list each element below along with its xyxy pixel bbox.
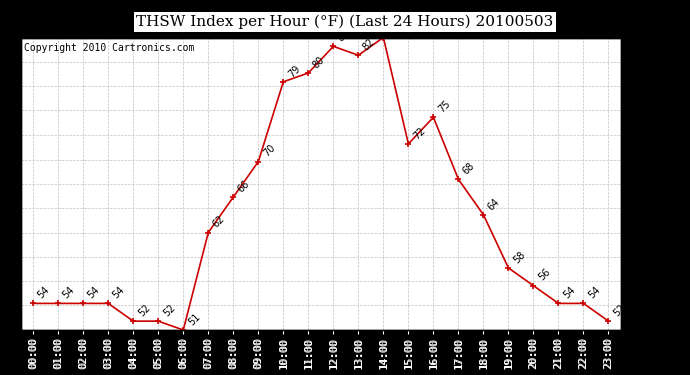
Text: 17:00: 17:00 (453, 338, 464, 369)
Text: 23:00: 23:00 (604, 338, 613, 369)
Text: 80: 80 (311, 54, 327, 70)
Text: 52: 52 (161, 303, 177, 318)
Text: 06:00: 06:00 (178, 338, 188, 369)
Text: 15:00: 15:00 (404, 338, 413, 369)
Text: 09:00: 09:00 (253, 338, 264, 369)
Text: 79: 79 (286, 63, 302, 79)
Text: 18:00: 18:00 (478, 338, 489, 369)
Text: 54: 54 (86, 285, 102, 301)
Text: 21:00: 21:00 (553, 338, 564, 369)
Text: 64: 64 (486, 196, 502, 212)
Text: 12:00: 12:00 (328, 338, 338, 369)
Text: 66: 66 (236, 178, 252, 194)
Text: THSW Index per Hour (°F) (Last 24 Hours) 20100503: THSW Index per Hour (°F) (Last 24 Hours)… (137, 15, 553, 29)
Text: 68: 68 (461, 161, 477, 177)
Text: 10:00: 10:00 (278, 338, 288, 369)
Text: 05:00: 05:00 (153, 338, 164, 369)
Text: 54: 54 (61, 285, 77, 301)
Text: 82: 82 (361, 37, 377, 52)
Text: 54: 54 (561, 285, 577, 301)
Text: 83: 83 (336, 28, 352, 44)
Text: 51: 51 (186, 311, 202, 327)
Text: 84: 84 (386, 19, 402, 35)
Text: 72: 72 (411, 125, 427, 141)
Text: 52: 52 (611, 303, 627, 318)
Text: 03:00: 03:00 (104, 338, 113, 369)
Text: 07:00: 07:00 (204, 338, 213, 369)
Text: 13:00: 13:00 (353, 338, 364, 369)
Text: 11:00: 11:00 (304, 338, 313, 369)
Text: Copyright 2010 Cartronics.com: Copyright 2010 Cartronics.com (23, 44, 194, 53)
Text: 00:00: 00:00 (28, 338, 38, 369)
Text: 20:00: 20:00 (529, 338, 538, 369)
Text: 62: 62 (211, 214, 227, 230)
Text: 58: 58 (511, 249, 527, 265)
Text: 54: 54 (36, 285, 52, 301)
Text: 52: 52 (136, 303, 152, 318)
Text: 16:00: 16:00 (428, 338, 438, 369)
Text: 19:00: 19:00 (504, 338, 513, 369)
Text: 01:00: 01:00 (53, 338, 63, 369)
Text: 75: 75 (436, 99, 452, 114)
Text: 54: 54 (586, 285, 602, 301)
Text: 04:00: 04:00 (128, 338, 138, 369)
Text: 56: 56 (536, 267, 552, 283)
Text: 54: 54 (111, 285, 127, 301)
Text: 14:00: 14:00 (378, 338, 388, 369)
Text: 22:00: 22:00 (578, 338, 589, 369)
Text: 08:00: 08:00 (228, 338, 238, 369)
Text: 02:00: 02:00 (78, 338, 88, 369)
Text: 70: 70 (261, 143, 277, 159)
